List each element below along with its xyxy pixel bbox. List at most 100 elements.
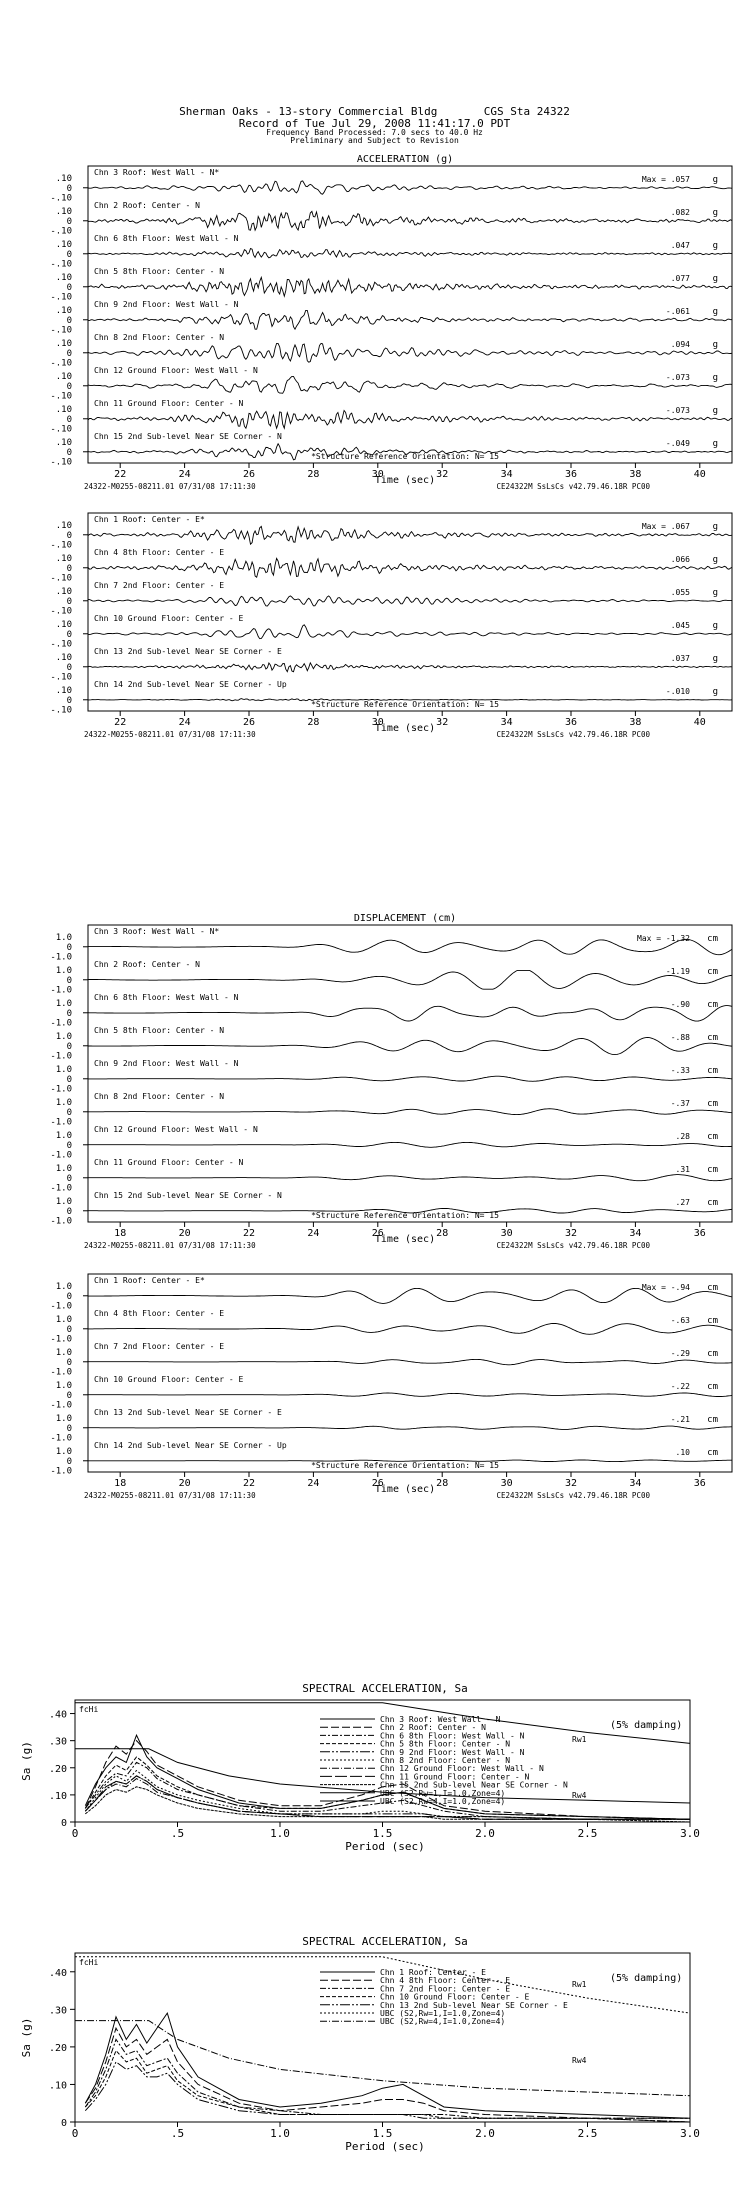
y-tick-label: .10	[56, 554, 72, 564]
channel-unit: cm	[707, 1099, 718, 1109]
x-tick-label: 1.0	[270, 2127, 290, 2140]
x-tick-label: 38	[629, 469, 641, 480]
channel-label: Chn 7 2nd Floor: Center - E	[94, 1342, 224, 1351]
channel-trace	[88, 1108, 733, 1116]
channel-unit: g	[713, 175, 718, 185]
x-tick-label: 34	[501, 717, 513, 728]
x-tick-label: 2.5	[578, 2127, 598, 2140]
channel-trace	[87, 180, 733, 195]
y-axis-label: Sa (g)	[20, 1741, 33, 1781]
channel-max-value: -.33	[671, 1066, 690, 1075]
y-tick-label: -.10	[50, 326, 72, 336]
y-tick-label: 0	[67, 349, 72, 359]
channel-max-value: .066	[671, 555, 690, 564]
channel-trace	[87, 210, 733, 232]
channel-label: Chn 9 2nd Floor: West Wall - N	[94, 300, 239, 309]
channel-unit: cm	[707, 1000, 718, 1010]
damping-label: (5% damping)	[610, 1973, 682, 1984]
channel-max-value: Max = .057	[642, 175, 690, 184]
chart-title: ACCELERATION (g)	[357, 154, 453, 165]
processing-footer: CE24322M SsLsCs v42.79.46.18R PC00	[496, 482, 650, 491]
corner-label: fcHi	[79, 1705, 98, 1714]
y-tick-label: 0	[67, 531, 72, 541]
y-tick-label: -.10	[50, 194, 72, 204]
x-tick-label: 22	[114, 717, 126, 728]
x-tick-label: 20	[179, 1478, 191, 1489]
channel-max-value: Max = -1.32	[637, 934, 690, 943]
y-tick-label: 1.0	[56, 1164, 72, 1174]
y-tick-label: 1.0	[56, 1315, 72, 1325]
y-tick-label: .10	[56, 207, 72, 217]
spectra-title: SPECTRAL ACCELERATION, Sa	[302, 1935, 468, 1948]
spectra-title: SPECTRAL ACCELERATION, Sa	[302, 1682, 468, 1695]
rw1-label: Rw1	[572, 1980, 587, 1989]
y-tick-label: .10	[56, 306, 72, 316]
y-tick-label: 0	[67, 1292, 72, 1302]
y-tick-label: -1.0	[50, 1085, 72, 1095]
legend-entry: Chn 3 Roof: West Wall - N	[380, 1715, 501, 1724]
x-tick-label: 2.5	[578, 1827, 598, 1840]
spectrum-curve	[75, 1956, 691, 2014]
channel-trace	[88, 1037, 733, 1056]
y-tick-label: 1.0	[56, 1282, 72, 1292]
channel-label: Chn 15 2nd Sub-level Near SE Corner - N	[94, 1191, 282, 1200]
channel-max-value: .28	[676, 1132, 691, 1141]
channel-trace	[88, 1392, 733, 1397]
record-id-footer: 24322-M0255-08211.01 07/31/08 17:11:30	[84, 1241, 256, 1250]
channel-label: Chn 2 Roof: Center - N	[94, 960, 200, 969]
y-tick-label: -1.0	[50, 1118, 72, 1128]
x-tick-label: 22	[243, 1478, 255, 1489]
y-tick-label: .10	[56, 339, 72, 349]
y-tick-label: .10	[56, 273, 72, 283]
header-line-record: Record of Tue Jul 29, 2008 11:41:17.0 PD…	[238, 116, 511, 130]
y-tick-label: .10	[56, 620, 72, 630]
legend-entry: Chn 10 Ground Floor: Center - E	[380, 1993, 529, 2002]
spectrum-curve	[84, 2038, 690, 2119]
y-tick-label: 1.0	[56, 1098, 72, 1108]
channel-label: Chn 6 8th Floor: West Wall - N	[94, 234, 239, 243]
channel-label: Chn 1 Roof: Center - E*	[94, 1276, 205, 1285]
y-tick-label: 0	[67, 1325, 72, 1335]
x-axis-label: Time (sec)	[375, 1484, 435, 1495]
channel-max-value: -.073	[666, 406, 690, 415]
y-tick-label: 0	[67, 184, 72, 194]
y-tick-label: .30	[49, 2005, 67, 2016]
x-tick-label: 0	[72, 1827, 79, 1840]
processing-footer: CE24322M SsLsCs v42.79.46.18R PC00	[496, 1241, 650, 1250]
y-tick-label: 0	[67, 663, 72, 673]
y-tick-label: -.10	[50, 541, 72, 551]
channel-unit: cm	[707, 1198, 718, 1208]
channel-unit: g	[713, 208, 718, 218]
y-tick-label: .10	[56, 174, 72, 184]
spectrum-curve	[84, 2049, 691, 2123]
spectrum-curve	[84, 1756, 691, 1820]
x-axis-label: Period (sec)	[345, 1840, 424, 1853]
x-tick-label: 32	[565, 1228, 577, 1239]
channel-label: Chn 3 Roof: West Wall - N*	[94, 927, 219, 936]
legend-entry: Chn 15 2nd Sub-level Near SE Corner - N	[380, 1781, 568, 1790]
channel-group-frame	[87, 512, 733, 712]
channel-max-value: -.010	[666, 687, 690, 696]
y-tick-label: 0	[67, 564, 72, 574]
x-tick-label: 34	[629, 1478, 641, 1489]
channel-label: Chn 12 Ground Floor: West Wall - N	[94, 366, 258, 375]
corner-label: fcHi	[79, 1958, 98, 1967]
channel-max-value: .045	[671, 621, 690, 630]
x-tick-label: 26	[243, 469, 255, 480]
x-tick-label: 0	[72, 2127, 79, 2140]
processing-footer: CE24322M SsLsCs v42.79.46.18R PC00	[496, 730, 650, 739]
channel-label: Chn 8 2nd Floor: Center - N	[94, 1092, 224, 1101]
channel-max-value: Max = -.94	[642, 1283, 690, 1292]
y-tick-label: .40	[49, 1710, 67, 1721]
channel-unit: g	[713, 274, 718, 284]
channel-max-value: -.90	[671, 1000, 690, 1009]
channel-trace	[87, 375, 733, 394]
y-tick-label: -.10	[50, 458, 72, 468]
channel-unit: g	[713, 340, 718, 350]
x-tick-label: 20	[179, 1228, 191, 1239]
channel-max-value: .31	[676, 1165, 691, 1174]
y-tick-label: 0	[67, 696, 72, 706]
y-tick-label: 0	[67, 250, 72, 260]
channel-unit: g	[713, 373, 718, 383]
